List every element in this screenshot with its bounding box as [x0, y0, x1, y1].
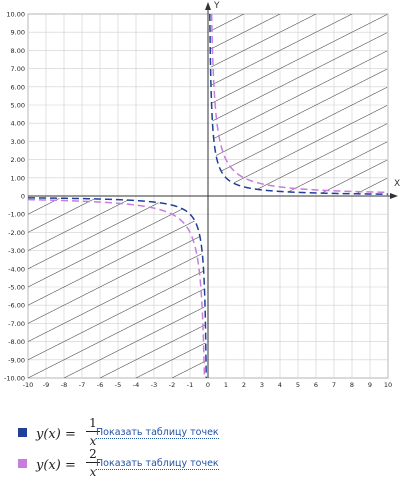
series-1-formula-lhs: y(x) = [36, 427, 76, 442]
hatch-line-q1 [322, 159, 388, 194]
hatch-line-q3 [28, 288, 205, 378]
series-2-branch-2 [28, 198, 206, 379]
hatch-line-q1 [210, 14, 245, 32]
x-tick-label: -4 [133, 381, 139, 389]
hatch-line-q3 [28, 208, 183, 288]
y-tick-label: 6.00 [11, 83, 25, 91]
hatch-line-q3 [28, 199, 129, 251]
series-2-fraction: 2 x [86, 447, 100, 479]
y-tick-label: -10.00 [4, 375, 25, 383]
hatch-line-q3 [28, 198, 94, 233]
y-tick-label: -1.00 [8, 211, 25, 219]
x-tick-label: -6 [97, 381, 103, 389]
x-tick-label: -7 [79, 381, 85, 389]
y-tick-label: 8.00 [11, 47, 25, 55]
hatch-line-q3 [28, 253, 202, 342]
hatch-line-q1 [221, 86, 388, 172]
series-1-branch-2 [28, 197, 207, 379]
x-tick-label: 2 [242, 381, 246, 389]
y-axis-label: Y [213, 1, 220, 11]
y-tick-label: 2.00 [11, 156, 25, 164]
function-plot: XY-10 -9 -8 -7 -6 -5 -4 -3 -2 -1 0 1 2 3 4 5 6 7 8 9 1010.00… [4, 1, 400, 389]
x-axis-label: X [394, 179, 400, 189]
hatch-line-q3 [135, 342, 206, 378]
x-tick-label: 8 [350, 381, 354, 389]
show-points-table-link-1[interactable]: Показать таблицу точек [96, 427, 219, 439]
series-2-fraction-bar [86, 462, 100, 463]
hatch-line-q3 [28, 236, 201, 324]
show-points-table-link-2[interactable]: Показать таблицу точек [96, 458, 219, 470]
x-tick-label: 5 [296, 381, 300, 389]
legend-item-1: y(x) = 1 x Показать таблицу точек [18, 416, 398, 468]
series-2-numerator: 2 [89, 447, 97, 461]
x-axis-arrow [390, 193, 398, 199]
series-2-branch-1 [210, 13, 388, 194]
y-tick-label: 5.00 [11, 102, 25, 110]
x-tick-label: 3 [260, 381, 264, 389]
x-tick-label: 9 [368, 381, 372, 389]
y-tick-label: -3.00 [8, 247, 25, 255]
x-tick-label: -3 [151, 381, 157, 389]
x-tick-label: 6 [314, 381, 318, 389]
series-2-swatch [18, 459, 27, 468]
x-tick-label: 7 [332, 381, 336, 389]
hatch-line-q1 [210, 14, 281, 50]
series-1-denominator: x [89, 434, 97, 448]
hatch-line-q1 [211, 14, 388, 104]
hatch-line-q1 [214, 50, 388, 139]
y-tick-label: 1.00 [11, 174, 25, 182]
y-tick-label: 3.00 [11, 138, 25, 146]
y-axis-arrow [205, 2, 211, 10]
series-1-swatch [18, 428, 27, 437]
x-tick-label: 4 [278, 381, 282, 389]
hatch-line-q3 [28, 220, 195, 306]
hatch-line-q1 [212, 32, 388, 122]
x-tick-label: 1 [224, 381, 228, 389]
y-tick-label: -8.00 [8, 338, 25, 346]
series-2-formula-lhs: y(x) = [36, 458, 76, 473]
hatch-line-q1 [233, 105, 388, 184]
x-tick-label: -9 [43, 381, 49, 389]
legend-item-2: y(x) = 2 x Показать таблицу точек [18, 447, 398, 499]
x-tick-labels: -10 -9 -8 -7 -6 -5 -4 -3 -2 -1 0 1 2 3 4 5 6 7 8 9 10 [23, 381, 392, 389]
y-tick-label: -4.00 [8, 265, 25, 273]
series-1-numerator: 1 [89, 416, 97, 430]
hatch-line-q1 [215, 68, 388, 156]
series-1-fraction: 1 x [86, 416, 100, 448]
hatch-line-q1 [211, 14, 353, 86]
y-tick-labels: 10.00 9.00 8.00 7.00 6.00 5.00 4.00 3.00 2.00 1.0… [4, 11, 25, 383]
y-tick-label: -5.00 [8, 284, 25, 292]
hatch-line-q1 [287, 141, 388, 193]
x-tick-label: 10 [384, 381, 392, 389]
y-tick-label: 9.00 [11, 29, 25, 37]
series-2-denominator: x [89, 465, 97, 479]
y-tick-label: -6.00 [8, 302, 25, 310]
y-tick-label: 10.00 [6, 11, 25, 19]
x-tick-label: -5 [115, 381, 121, 389]
x-tick-label: -8 [61, 381, 67, 389]
x-tick-label: 0 [206, 381, 210, 389]
hatch-line-q3 [28, 202, 159, 270]
y-tick-label: 0 [21, 193, 25, 201]
hatch-line-q3 [28, 270, 204, 361]
y-tick-label: -2.00 [8, 229, 25, 237]
x-tick-label: -1 [187, 381, 193, 389]
hatch-line-q3 [63, 306, 205, 378]
x-tick-label: -10 [23, 381, 34, 389]
y-tick-label: -7.00 [8, 320, 25, 328]
series-1-fraction-bar [86, 431, 100, 432]
hatch-line-q1 [210, 14, 317, 68]
y-tick-label: 7.00 [11, 65, 25, 73]
hatching [28, 14, 388, 378]
y-tick-label: 4.00 [11, 120, 25, 128]
series-1-branch-1 [209, 13, 388, 195]
hatch-line-q3 [99, 324, 206, 378]
x-tick-label: -2 [169, 381, 175, 389]
hatch-line-q1 [257, 123, 388, 190]
hatch-line-q3 [171, 360, 206, 378]
y-tick-label: -9.00 [8, 356, 25, 364]
